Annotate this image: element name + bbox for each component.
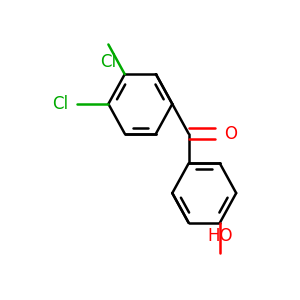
- Text: HO: HO: [207, 227, 232, 245]
- Text: Cl: Cl: [52, 95, 68, 113]
- Text: O: O: [224, 125, 237, 143]
- Text: Cl: Cl: [100, 53, 116, 71]
